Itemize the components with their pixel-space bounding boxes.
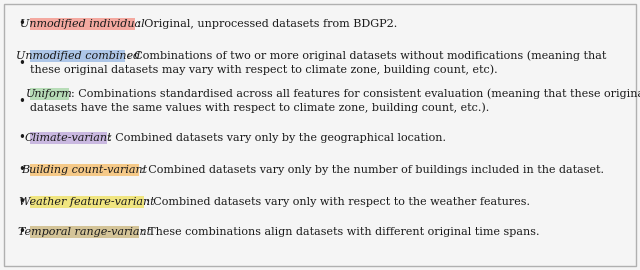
FancyBboxPatch shape bbox=[30, 88, 69, 100]
Text: •: • bbox=[18, 18, 25, 31]
Text: Climate-variant: Climate-variant bbox=[24, 133, 112, 143]
Text: : Combined datasets vary only with respect to the weather features.: : Combined datasets vary only with respe… bbox=[146, 197, 530, 207]
Text: : Combined datasets vary only by the number of buildings included in the dataset: : Combined datasets vary only by the num… bbox=[141, 165, 604, 175]
Text: these original datasets may vary with respect to climate zone, building count, e: these original datasets may vary with re… bbox=[30, 65, 498, 75]
FancyBboxPatch shape bbox=[30, 196, 144, 208]
Text: •: • bbox=[18, 164, 25, 177]
Text: datasets have the same values with respect to climate zone, building count, etc.: datasets have the same values with respe… bbox=[30, 103, 489, 113]
Text: : Combinations of two or more original datasets without modifications (meaning t: : Combinations of two or more original d… bbox=[127, 51, 607, 61]
Text: : Original, unprocessed datasets from BDGP2.: : Original, unprocessed datasets from BD… bbox=[137, 19, 397, 29]
Text: •: • bbox=[18, 56, 25, 69]
Text: Building count-variant: Building count-variant bbox=[22, 165, 148, 175]
FancyBboxPatch shape bbox=[30, 18, 134, 30]
Text: Weather feature-variant: Weather feature-variant bbox=[19, 197, 155, 207]
FancyBboxPatch shape bbox=[30, 132, 106, 144]
Text: : These combinations align datasets with different original time spans.: : These combinations align datasets with… bbox=[141, 227, 540, 237]
Text: : Combined datasets vary only by the geographical location.: : Combined datasets vary only by the geo… bbox=[109, 133, 447, 143]
Text: Temporal range-variant: Temporal range-variant bbox=[18, 227, 151, 237]
Text: Unmodified individual: Unmodified individual bbox=[20, 19, 145, 29]
FancyBboxPatch shape bbox=[30, 164, 140, 176]
Text: •: • bbox=[18, 225, 25, 238]
Text: : Combinations standardised across all features for consistent evaluation (meani: : Combinations standardised across all f… bbox=[71, 89, 640, 99]
Text: Unmodified combined: Unmodified combined bbox=[15, 51, 140, 61]
Text: •: • bbox=[18, 94, 25, 107]
Text: Uniform: Uniform bbox=[26, 89, 73, 99]
Text: •: • bbox=[18, 131, 25, 144]
Text: •: • bbox=[18, 195, 25, 208]
FancyBboxPatch shape bbox=[30, 227, 140, 238]
FancyBboxPatch shape bbox=[30, 50, 125, 62]
